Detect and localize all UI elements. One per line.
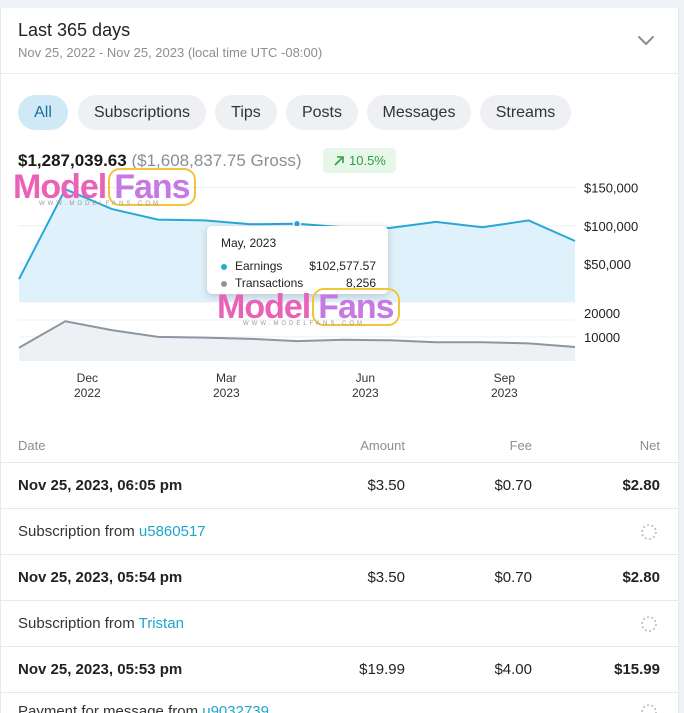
table-row[interactable]: Nov 25, 2023, 05:53 pm $19.99 $4.00 $15.… <box>1 646 678 692</box>
statements-card: Last 365 days Nov 25, 2022 - Nov 25, 202… <box>0 8 679 713</box>
col-header-net: Net <box>639 438 660 453</box>
tab-messages[interactable]: Messages <box>367 95 471 130</box>
row-amount: $19.99 <box>359 661 405 678</box>
table-row[interactable]: Nov 25, 2023, 06:05 pm $3.50 $0.70 $2.80 <box>1 462 678 508</box>
user-link[interactable]: u5860517 <box>138 523 206 540</box>
transactions-line <box>18 320 576 349</box>
x-tick-year: 2023 <box>213 386 240 400</box>
period-selector[interactable]: Last 365 days Nov 25, 2022 - Nov 25, 202… <box>1 8 678 74</box>
loading-spinner-icon <box>641 704 657 713</box>
row-amount: $3.50 <box>367 569 405 586</box>
period-range: Nov 25, 2022 - Nov 25, 2023 (local time … <box>18 45 323 60</box>
col-header-date: Date <box>18 438 46 453</box>
earnings-summary: $1,287,039.63 ($1,608,837.75 Gross) <box>18 151 302 171</box>
tooltip-title: May, 2023 <box>221 236 277 250</box>
user-link[interactable]: u9032739 <box>202 703 269 713</box>
tooltip-transactions-label: Transactions <box>235 276 304 290</box>
x-tick-year: 2022 <box>74 386 101 400</box>
arrow-up-right-icon <box>334 156 344 166</box>
col-header-fee: Fee <box>509 438 532 453</box>
earnings-dot-icon <box>221 264 227 270</box>
row-net: $2.80 <box>622 569 660 586</box>
table-row[interactable]: Nov 25, 2023, 05:54 pm $3.50 $0.70 $2.80 <box>1 554 678 600</box>
net-total: $1,287,039.63 <box>18 151 127 170</box>
x-tick-month: Mar <box>216 371 237 385</box>
description-text: Subscription from Tristan <box>18 615 184 632</box>
row-date: Nov 25, 2023, 05:54 pm <box>18 569 183 586</box>
y-tick-label: 10000 <box>584 330 620 345</box>
chevron-down-icon[interactable] <box>636 30 656 50</box>
tooltip-transactions-value: 8,256 <box>345 276 376 290</box>
col-header-amount: Amount <box>360 438 405 453</box>
row-net: $15.99 <box>614 661 660 678</box>
description-text: Subscription from u5860517 <box>18 523 206 540</box>
earnings-y-axis: $150,000 $100,000 $50,000 <box>584 181 638 272</box>
user-link[interactable]: Tristan <box>138 615 184 632</box>
row-date: Nov 25, 2023, 05:53 pm <box>18 661 183 678</box>
x-tick-month: Dec <box>77 371 98 385</box>
row-fee: $0.70 <box>494 477 532 494</box>
y-tick-label: 20000 <box>584 306 620 321</box>
x-tick-month: Sep <box>494 371 516 385</box>
change-badge: 10.5% <box>323 148 396 173</box>
loading-spinner-icon <box>641 616 657 632</box>
tab-streams[interactable]: Streams <box>480 95 571 130</box>
row-description: Payment for message from u9032739 <box>1 692 678 713</box>
tab-subscriptions[interactable]: Subscriptions <box>78 95 206 130</box>
x-tick-year: 2023 <box>352 386 379 400</box>
row-date: Nov 25, 2023, 06:05 pm <box>18 477 183 494</box>
tooltip-earnings-label: Earnings <box>235 259 283 273</box>
chart-tooltip: May, 2023 Earnings $102,577.57 Transacti… <box>207 226 388 294</box>
tab-posts[interactable]: Posts <box>286 95 358 130</box>
y-tick-label: $100,000 <box>584 219 638 234</box>
tab-all[interactable]: All <box>18 95 68 130</box>
row-description: Subscription from Tristan <box>1 600 678 646</box>
row-net: $2.80 <box>622 477 660 494</box>
tooltip-transactions-row: Transactions 8,256 <box>221 276 376 292</box>
description-text: Payment for message from u9032739 <box>18 703 269 713</box>
row-description: Subscription from u5860517 <box>1 508 678 554</box>
tooltip-earnings-value: $102,577.57 <box>309 259 376 273</box>
row-fee: $0.70 <box>494 569 532 586</box>
row-amount: $3.50 <box>367 477 405 494</box>
change-value: 10.5% <box>349 153 386 168</box>
y-tick-label: $50,000 <box>584 257 631 272</box>
gross-total: ($1,608,837.75 Gross) <box>131 151 302 170</box>
x-tick-year: 2023 <box>491 386 518 400</box>
row-fee: $4.00 <box>494 661 532 678</box>
transactions-y-axis: 20000 10000 <box>584 306 620 345</box>
transactions-dot-icon <box>221 281 227 287</box>
x-tick-month: Jun <box>356 371 375 385</box>
loading-spinner-icon <box>641 524 657 540</box>
period-title: Last 365 days <box>18 20 131 40</box>
y-tick-label: $150,000 <box>584 181 638 196</box>
tooltip-earnings-row: Earnings $102,577.57 <box>221 259 376 275</box>
tab-tips[interactable]: Tips <box>215 95 277 130</box>
